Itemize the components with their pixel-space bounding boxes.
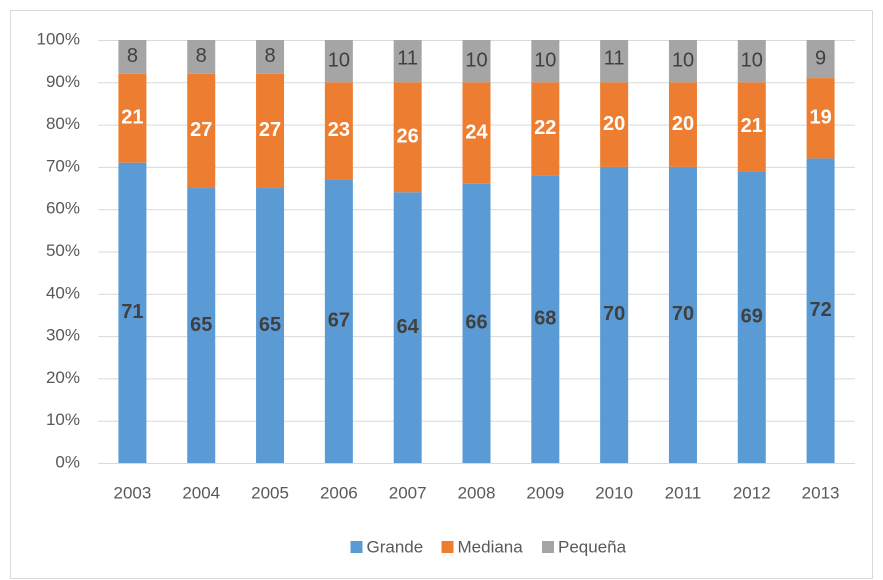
y-tick-label: 60%	[46, 199, 80, 218]
data-label: 24	[465, 121, 488, 143]
bars	[118, 40, 835, 464]
legend-label: Grande	[367, 537, 424, 556]
bar-segment	[256, 188, 285, 464]
data-label: 10	[534, 49, 556, 71]
legend-label: Mediana	[458, 537, 524, 556]
data-label: 8	[196, 45, 207, 67]
bar-segment	[531, 82, 560, 176]
legend-swatch	[441, 541, 454, 553]
data-label: 72	[809, 299, 831, 321]
y-tick-label: 30%	[46, 326, 80, 345]
bar-segment	[737, 171, 766, 463]
bar-segment	[806, 78, 835, 159]
bar-segment	[324, 82, 353, 180]
data-label: 68	[534, 307, 556, 329]
bar-segment	[324, 179, 353, 463]
x-tick-label: 2009	[526, 483, 564, 502]
bar-segment	[256, 73, 285, 189]
data-label: 66	[465, 312, 487, 334]
data-label: 21	[121, 107, 143, 129]
x-tick-label: 2012	[733, 483, 771, 502]
data-label: 67	[328, 310, 350, 332]
y-tick-label: 90%	[46, 72, 80, 91]
bar-segment	[187, 73, 216, 189]
bar-segment	[118, 162, 147, 464]
bar-segment	[668, 40, 697, 83]
y-tick-label: 40%	[46, 283, 80, 302]
legend-label: Pequeña	[558, 537, 627, 556]
bar-segment	[393, 82, 422, 193]
bar-segment	[393, 40, 422, 83]
x-tick-label: 2010	[595, 483, 633, 502]
data-label: 21	[741, 115, 763, 137]
data-label: 22	[534, 117, 556, 139]
bar-segment	[531, 40, 560, 83]
bar-segment	[118, 73, 147, 163]
bar-segment	[668, 166, 697, 463]
x-tick-label: 2006	[320, 483, 358, 502]
bar-segment	[324, 40, 353, 83]
bar-segment	[462, 82, 491, 184]
data-label: 70	[603, 303, 625, 325]
bar-segment	[737, 82, 766, 172]
x-tick-label: 2008	[458, 483, 496, 502]
bar-segment	[668, 82, 697, 167]
x-tick-label: 2003	[113, 483, 151, 502]
legend-swatch	[350, 541, 363, 553]
bar-segment	[737, 40, 766, 83]
bar-segment	[806, 158, 835, 463]
data-label: 10	[328, 49, 350, 71]
bar-segment	[600, 40, 629, 83]
y-tick-label: 20%	[46, 368, 80, 387]
bar-segment	[256, 40, 285, 74]
y-tick-label: 10%	[46, 410, 80, 429]
data-label: 20	[603, 113, 625, 135]
data-label: 27	[259, 119, 281, 141]
x-tick-label: 2005	[251, 483, 289, 502]
bar-segment	[462, 183, 491, 463]
data-label: 8	[264, 45, 275, 67]
x-tick-label: 2013	[802, 483, 840, 502]
data-label: 8	[127, 45, 138, 67]
data-label: 20	[672, 113, 694, 135]
data-label: 10	[672, 49, 694, 71]
data-label: 65	[259, 314, 281, 336]
bar-segment	[187, 40, 216, 74]
bar-segment	[600, 166, 629, 463]
data-label: 10	[465, 49, 487, 71]
bar-segment	[187, 188, 216, 464]
data-label: 9	[815, 47, 826, 69]
y-tick-label: 0%	[55, 452, 80, 471]
data-label: 11	[397, 47, 418, 69]
y-tick-label: 80%	[46, 114, 80, 133]
bar-segment	[118, 40, 147, 74]
data-label: 19	[809, 107, 831, 129]
bar-segment	[462, 40, 491, 83]
legend-swatch	[542, 541, 554, 553]
data-label: 23	[328, 119, 350, 141]
data-label: 71	[121, 301, 143, 323]
y-tick-label: 50%	[46, 241, 80, 260]
x-tick-label: 2004	[182, 483, 220, 502]
y-tick-label: 100%	[37, 29, 80, 48]
data-label: 69	[741, 305, 763, 327]
bar-segment	[600, 82, 629, 167]
y-tick-label: 70%	[46, 156, 80, 175]
x-tick-label: 2011	[665, 483, 702, 502]
bar-segment	[393, 192, 422, 463]
data-label: 64	[397, 316, 420, 338]
bar-segment	[531, 175, 560, 464]
data-label: 11	[604, 47, 625, 69]
data-label: 27	[190, 119, 212, 141]
bar-segment	[806, 40, 835, 79]
data-label: 26	[397, 126, 419, 148]
labels: 0% 10% 20% 30% 40% 50% 60% 70% 80% 90% 100% 2003 71 2…	[37, 29, 840, 556]
x-tick-label: 2007	[389, 483, 427, 502]
data-label: 10	[741, 49, 763, 71]
data-label: 70	[672, 303, 694, 325]
data-label: 65	[190, 314, 212, 336]
